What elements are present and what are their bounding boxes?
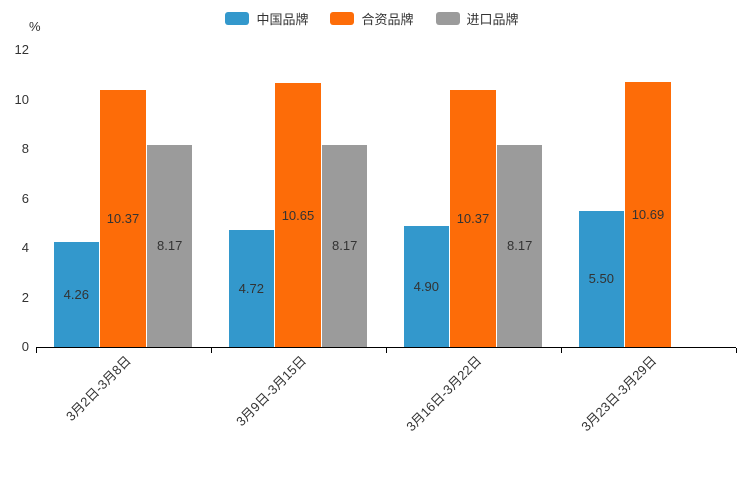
x-tick-label: 3月2日-3月8日 [63,353,135,424]
bar-value-label: 8.17 [332,238,358,254]
legend-label: 合资品牌 [361,12,414,27]
bar-中国品牌-3月2日-3月8日[interactable]: 4.26 [53,241,100,347]
bar-value-label: 10.69 [631,207,665,223]
legend-swatch-icon [225,12,250,25]
bar-进口品牌-3月2日-3月8日[interactable]: 8.17 [146,144,193,347]
x-axis-line [36,347,736,348]
bar-value-label: 10.65 [281,207,315,223]
legend-item-进口品牌[interactable]: 进口品牌 [435,9,519,28]
y-tick-label: 10 [14,91,29,107]
legend-label: 中国品牌 [256,12,309,27]
y-tick-label: 12 [14,42,29,57]
bar-进口品牌-3月9日-3月15日[interactable]: 8.17 [321,144,368,347]
bar-value-label: 10.37 [106,211,140,227]
x-tick-label: 3月9日-3月15日 [233,353,310,430]
bar-中国品牌-3月9日-3月15日[interactable]: 4.72 [228,230,275,347]
bar-合资品牌-3月2日-3月8日[interactable]: 10.37 [100,90,146,347]
x-tick-mark [736,348,737,353]
legend-swatch-icon [435,12,460,25]
bar-value-label: 4.90 [413,278,439,294]
bar-value-label: 8.17 [157,238,183,254]
bar-进口品牌-3月16日-3月22日[interactable]: 8.17 [496,144,543,347]
x-tick-label: 3月23日-3月29日 [577,353,660,435]
x-tick-label: 3月16日-3月22日 [402,353,485,435]
bar-value-label: 5.50 [588,271,614,287]
x-tick-mark [36,348,37,353]
y-tick-label: 2 [21,289,29,305]
bar-合资品牌-3月9日-3月15日[interactable]: 10.65 [275,83,321,347]
bar-value-label: 4.26 [63,286,89,302]
y-tick-label: 8 [21,141,29,156]
x-tick-mark [561,348,562,353]
legend-item-中国品牌[interactable]: 中国品牌 [225,9,308,28]
chart-legend: 中国品牌 合资品牌 进口品牌 [0,9,744,28]
x-tick-mark [386,348,387,353]
y-axis-unit-label: % [29,19,41,34]
x-tick-mark [211,348,212,353]
legend-swatch-icon [330,12,355,25]
bar-value-label: 4.72 [238,281,264,297]
legend-item-合资品牌[interactable]: 合资品牌 [330,9,414,28]
y-tick-label: 4 [21,240,29,255]
legend-label: 进口品牌 [466,12,519,27]
bar-合资品牌-3月16日-3月22日[interactable]: 10.37 [450,90,496,347]
y-tick-label: 6 [21,190,29,206]
bar-中国品牌-3月23日-3月29日[interactable]: 5.50 [578,210,625,347]
bar-中国品牌-3月16日-3月22日[interactable]: 4.90 [403,225,450,347]
bar-合资品牌-3月23日-3月29日[interactable]: 10.69 [625,82,671,347]
y-tick-label: 0 [21,339,29,354]
bar-value-label: 8.17 [507,238,533,254]
bar-value-label: 10.37 [456,211,490,227]
